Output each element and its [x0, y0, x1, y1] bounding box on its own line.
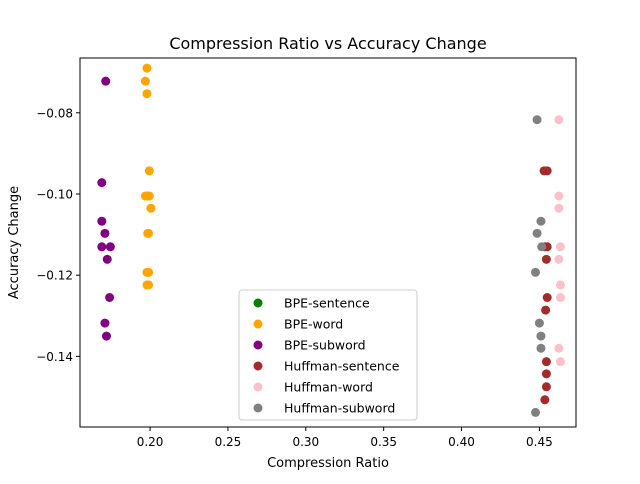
legend: BPE-sentence BPE-word BPE-subword Huffman-s… [238, 289, 418, 421]
legend-marker-bpe-subword [253, 340, 263, 350]
point-huffman-sentence [542, 166, 552, 176]
point-huffman-sentence [542, 293, 552, 303]
point-bpe-word [144, 166, 154, 176]
point-huffman-sentence [541, 357, 551, 367]
point-huffman-word [555, 357, 565, 367]
point-bpe-word [140, 76, 150, 86]
point-huffman-word [555, 242, 565, 252]
y-axis-label: Accuracy Change [7, 186, 22, 299]
point-bpe-subword [100, 228, 110, 238]
point-huffman-subword [532, 228, 542, 238]
point-huffman-subword [536, 331, 546, 341]
point-huffman-subword [532, 115, 542, 125]
point-huffman-sentence [541, 369, 551, 379]
point-huffman-sentence [541, 382, 551, 392]
point-bpe-subword [105, 242, 115, 252]
point-bpe-word [142, 63, 152, 73]
point-bpe-subword [101, 331, 111, 341]
point-bpe-word [144, 280, 154, 290]
legend-marker-bpe-sentence [253, 298, 263, 308]
point-huffman-word [554, 343, 564, 353]
point-huffman-word [555, 280, 565, 290]
point-huffman-word [554, 203, 564, 213]
x-tick-label: 0.40 [448, 435, 475, 449]
y-tick-label: −0.10 [36, 187, 73, 201]
point-huffman-word [554, 254, 564, 264]
legend-label-huffman-subword: Huffman-subword [284, 401, 395, 416]
point-bpe-subword [102, 254, 112, 264]
data-points [97, 63, 565, 417]
chart-title: Compression Ratio vs Accuracy Change [169, 34, 486, 53]
point-bpe-word [146, 203, 156, 213]
point-bpe-subword [101, 76, 111, 86]
x-axis-label: Compression Ratio [267, 456, 389, 471]
x-axis-ticks: 0.20 0.25 0.30 0.35 0.40 0.45 [137, 427, 553, 449]
plot-border [79, 57, 577, 428]
point-huffman-subword [536, 216, 546, 226]
point-huffman-sentence [540, 395, 550, 405]
point-huffman-subword [537, 242, 547, 252]
point-huffman-sentence [541, 305, 551, 315]
point-huffman-subword [534, 318, 544, 328]
y-tick-label: −0.08 [36, 106, 73, 120]
legend-marker-huffman-word [253, 382, 263, 392]
point-huffman-word [554, 115, 564, 125]
legend-label-bpe-subword: BPE-subword [284, 338, 366, 353]
legend-label-huffman-sentence: Huffman-sentence [284, 359, 400, 374]
point-huffman-subword [531, 407, 541, 417]
point-huffman-subword [531, 267, 541, 277]
x-tick-label: 0.25 [215, 435, 242, 449]
point-huffman-sentence [541, 254, 551, 264]
y-axis-ticks: −0.08 −0.10 −0.12 −0.14 [36, 106, 80, 364]
point-huffman-word [554, 191, 564, 201]
legend-box [238, 289, 418, 421]
x-tick-label: 0.45 [526, 435, 553, 449]
legend-items: BPE-sentence BPE-word BPE-subword Huffman-s… [253, 296, 400, 416]
point-bpe-word [144, 191, 154, 201]
x-tick-label: 0.30 [292, 435, 319, 449]
y-tick-label: −0.14 [36, 350, 73, 364]
point-bpe-subword [97, 242, 107, 252]
point-bpe-subword [97, 178, 107, 188]
point-bpe-word [144, 267, 154, 277]
point-bpe-subword [105, 293, 115, 303]
point-bpe-subword [100, 318, 110, 328]
legend-label-bpe-sentence: BPE-sentence [284, 296, 370, 311]
legend-marker-bpe-word [253, 319, 263, 329]
x-tick-label: 0.20 [137, 435, 164, 449]
point-huffman-subword [536, 343, 546, 353]
point-huffman-word [555, 293, 565, 303]
point-bpe-subword [97, 216, 107, 226]
point-bpe-word [144, 228, 154, 238]
legend-label-huffman-word: Huffman-word [284, 380, 373, 395]
legend-marker-huffman-sentence [253, 361, 263, 371]
legend-marker-huffman-subword [253, 403, 263, 413]
legend-label-bpe-word: BPE-word [284, 317, 343, 332]
y-tick-label: −0.12 [36, 269, 73, 283]
point-bpe-word [142, 89, 152, 99]
x-tick-label: 0.35 [370, 435, 397, 449]
